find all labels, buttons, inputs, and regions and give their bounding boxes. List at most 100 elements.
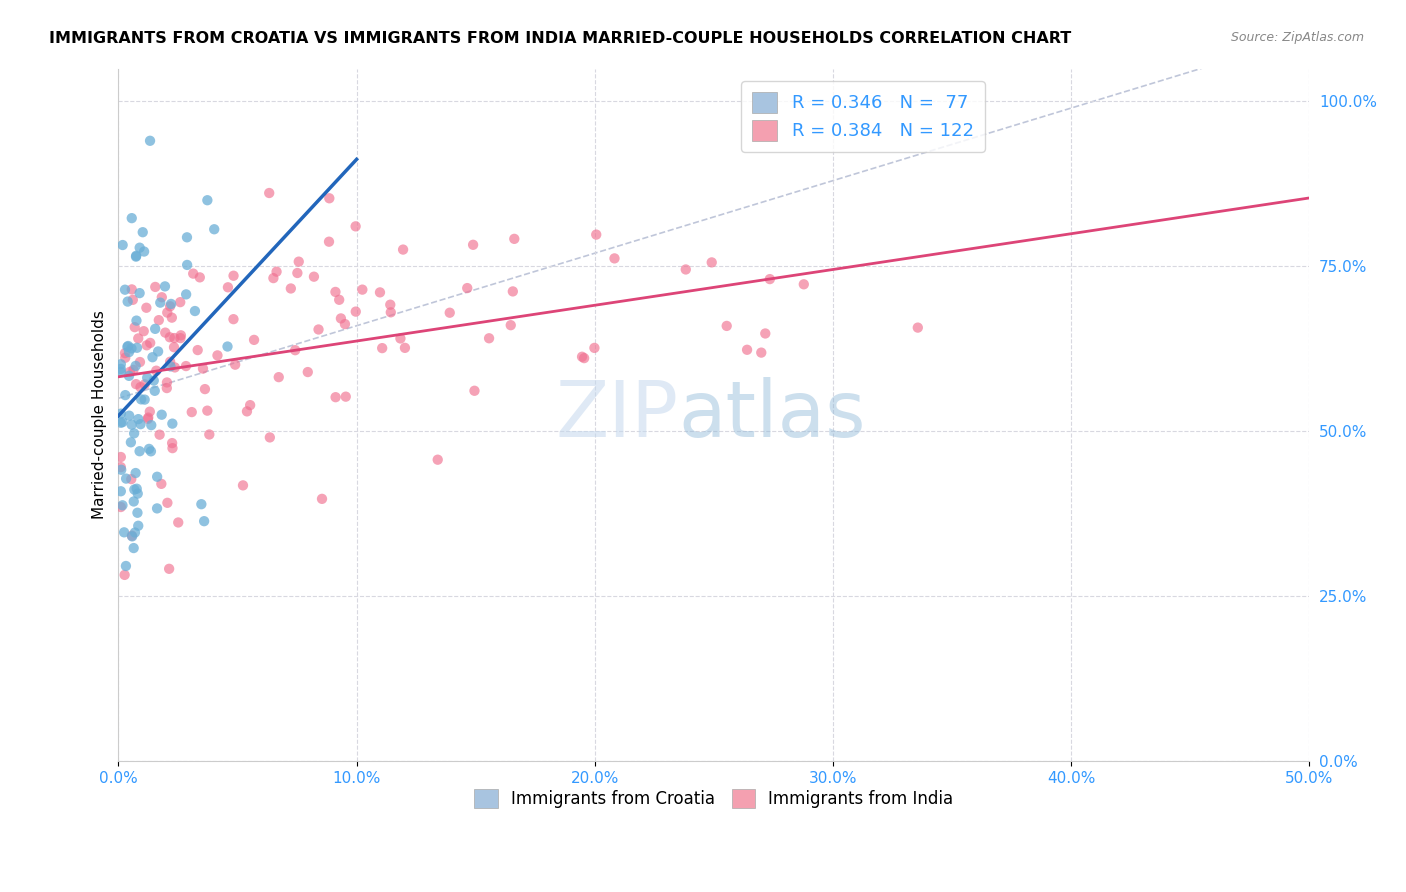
Point: [127, 518, 149, 533]
Point: [121, 529, 143, 543]
Point: [110, 463, 132, 477]
Point: [439, 306, 461, 320]
Point: [162, 441, 184, 455]
Point: [118, 345, 141, 359]
Point: [392, 243, 415, 257]
Y-axis label: Married-couple Households: Married-couple Households: [93, 310, 107, 519]
Point: [125, 249, 148, 263]
Point: [143, 322, 166, 336]
Point: [156, 496, 179, 510]
Point: [138, 442, 160, 456]
Point: [243, 333, 266, 347]
Point: [156, 381, 179, 395]
Point: [157, 562, 180, 576]
Point: [352, 283, 374, 297]
Point: [426, 452, 449, 467]
Point: [328, 293, 350, 307]
Point: [675, 262, 697, 277]
Point: [153, 279, 176, 293]
Text: Source: ZipAtlas.com: Source: ZipAtlas.com: [1230, 31, 1364, 45]
Point: [603, 252, 626, 266]
Point: [136, 370, 159, 384]
Point: [124, 466, 146, 480]
Point: [150, 476, 173, 491]
Point: [111, 415, 134, 429]
Point: [122, 426, 145, 441]
Point: [156, 305, 179, 319]
Point: [239, 398, 262, 412]
Point: [117, 340, 139, 354]
Point: [572, 351, 595, 365]
Point: [149, 427, 172, 442]
Point: [127, 412, 149, 426]
Point: [217, 280, 239, 294]
Point: [124, 320, 146, 334]
Point: [236, 404, 259, 418]
Point: [129, 380, 152, 394]
Point: [159, 299, 181, 313]
Point: [169, 331, 191, 345]
Point: [287, 266, 309, 280]
Point: [583, 341, 606, 355]
Point: [121, 293, 143, 307]
Point: [195, 403, 218, 417]
Point: [128, 444, 150, 458]
Point: [193, 514, 215, 528]
Point: [571, 350, 593, 364]
Point: [122, 541, 145, 555]
Point: [202, 222, 225, 236]
Point: [380, 298, 402, 312]
Point: [194, 382, 217, 396]
Point: [114, 388, 136, 402]
Point: [793, 277, 815, 292]
Point: [143, 280, 166, 294]
Point: [139, 444, 162, 458]
Point: [118, 409, 141, 423]
Point: [110, 357, 132, 371]
Point: [735, 343, 758, 357]
Point: [284, 343, 307, 358]
Point: [122, 494, 145, 508]
Point: [461, 237, 484, 252]
Point: [167, 516, 190, 530]
Point: [125, 482, 148, 496]
Point: [136, 410, 159, 425]
Point: [759, 272, 782, 286]
Point: [121, 211, 143, 226]
Point: [156, 376, 179, 390]
Point: [124, 525, 146, 540]
Point: [335, 390, 357, 404]
Point: [115, 559, 138, 574]
Point: [308, 322, 330, 336]
Point: [287, 254, 309, 268]
Point: [145, 364, 167, 378]
Point: [134, 392, 156, 407]
Point: [222, 268, 245, 283]
Point: [124, 359, 146, 373]
Point: [259, 430, 281, 444]
Point: [160, 436, 183, 450]
Point: [371, 341, 394, 355]
Point: [143, 384, 166, 398]
Point: [160, 310, 183, 325]
Point: [217, 339, 239, 353]
Point: [114, 568, 136, 582]
Point: [136, 412, 159, 426]
Point: [146, 469, 169, 483]
Legend: Immigrants from Croatia, Immigrants from India: Immigrants from Croatia, Immigrants from…: [468, 782, 960, 815]
Point: [344, 304, 367, 318]
Point: [120, 472, 142, 486]
Point: [160, 297, 183, 311]
Point: [110, 484, 132, 499]
Point: [176, 230, 198, 244]
Point: [716, 318, 738, 333]
Point: [502, 285, 524, 299]
Point: [146, 501, 169, 516]
Point: [478, 331, 501, 345]
Point: [141, 350, 163, 364]
Point: [110, 500, 132, 514]
Point: [188, 270, 211, 285]
Text: ZIP: ZIP: [555, 376, 678, 453]
Point: [318, 191, 340, 205]
Point: [110, 460, 132, 475]
